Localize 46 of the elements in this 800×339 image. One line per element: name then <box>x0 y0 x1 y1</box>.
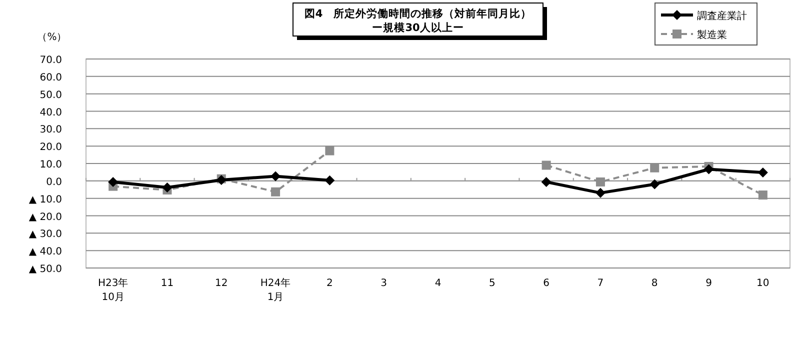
y-tick-label: ▲ 20.0 <box>28 212 62 223</box>
x-tick-label: 8 <box>651 278 658 289</box>
x-tick-label: 10 <box>756 278 770 289</box>
y-tick-label: 30.0 <box>40 124 62 136</box>
x-tick-label: 4 <box>434 278 442 289</box>
chart-title: 図4 所定外労働時間の推移（対前年同月比） <box>304 7 532 20</box>
y-tick-label: ▲ 50.0 <box>28 264 62 275</box>
legend-label: 製造業 <box>697 29 727 41</box>
y-tick-label: ▲ 40.0 <box>28 246 62 258</box>
y-tick-label: 20.0 <box>40 142 62 154</box>
point <box>542 160 551 170</box>
y-tick-label: 10.0 <box>40 160 62 170</box>
point <box>271 187 280 196</box>
point <box>758 168 768 178</box>
x-tick-label: 5 <box>488 278 496 289</box>
x-tick-label: H23年 10月 <box>98 277 128 303</box>
chart-subtitle: ー規模30人以上ー <box>372 21 464 34</box>
x-tick-label: H24年 1月 <box>260 277 291 303</box>
point <box>162 182 172 193</box>
y-axis-title: （%） <box>37 32 67 43</box>
point <box>596 177 605 186</box>
y-tick-label: ▲ 10.0 <box>28 194 62 206</box>
y-tick-label: 0.0 <box>46 176 62 188</box>
point <box>108 176 118 187</box>
x-tick-label: 11 <box>160 278 174 289</box>
point <box>270 171 281 182</box>
x-tick-label: 12 <box>215 278 228 289</box>
y-tick-label: 60.0 <box>40 72 62 84</box>
point <box>325 146 334 156</box>
point <box>541 176 552 187</box>
y-tick-label: ▲ 30.0 <box>28 229 62 240</box>
y-tick-label: 40.0 <box>40 107 62 118</box>
y-tick-label: 70.0 <box>40 55 62 66</box>
point <box>595 188 606 198</box>
x-tick-label: 2 <box>326 278 333 289</box>
x-tick-label: 9 <box>706 278 712 289</box>
y-tick-label: 50.0 <box>40 90 62 101</box>
point <box>758 190 768 200</box>
point <box>324 175 335 186</box>
x-tick-label: 6 <box>543 278 550 289</box>
x-tick-label: 3 <box>380 278 388 289</box>
point <box>704 164 714 174</box>
legend-label: 調査産業計 <box>697 10 747 22</box>
x-tick-label: 7 <box>597 278 604 289</box>
point <box>650 179 660 190</box>
point <box>650 163 660 172</box>
